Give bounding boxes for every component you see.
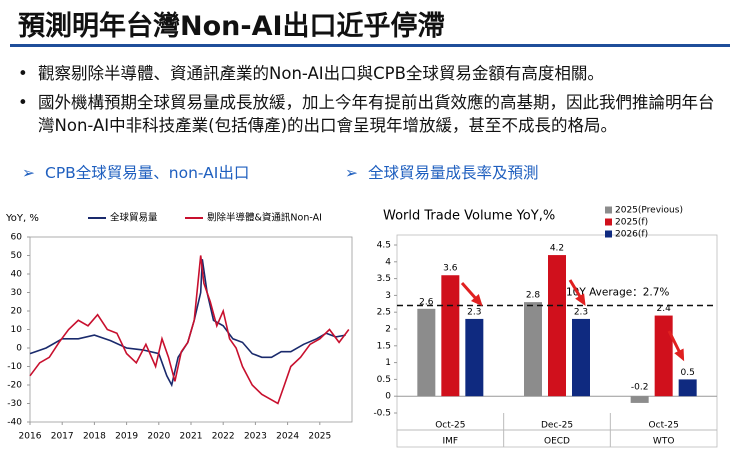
plot-frame xyxy=(396,234,718,448)
bar xyxy=(630,396,649,403)
y-tick-label: 3.5 xyxy=(377,274,391,284)
section-header: CPB全球貿易量、non-AI出口 xyxy=(22,161,249,183)
legend-label: 剔除半導體&資通訊Non-AI xyxy=(207,212,322,224)
x-tick-label: 2023 xyxy=(244,432,267,442)
y-tick-label: 2 xyxy=(385,325,391,335)
y-tick-label: 30 xyxy=(11,288,23,298)
y-tick-label: 1 xyxy=(385,358,391,368)
y-tick-label: 20 xyxy=(11,307,23,317)
y-tick-label: -20 xyxy=(7,381,22,391)
trend-arrow-head xyxy=(575,293,586,307)
legend-label: 2025(Previous) xyxy=(615,206,683,216)
y-tick-label: 1.5 xyxy=(377,341,391,351)
bar xyxy=(572,318,590,397)
y-tick-label: 50 xyxy=(11,251,23,261)
y-tick-label: 40 xyxy=(11,270,23,280)
x-tick-label: 2025 xyxy=(308,432,331,442)
y-tick-label: 60 xyxy=(11,233,23,243)
bar xyxy=(441,275,460,397)
x-group-label: IMF xyxy=(443,437,459,447)
x-group-label: OECD xyxy=(544,437,570,447)
x-tick-label: 2016 xyxy=(19,432,42,442)
bar xyxy=(465,318,484,397)
y-tick-label: -10 xyxy=(7,362,22,372)
series-line xyxy=(29,259,346,388)
data-label: 2.4 xyxy=(657,304,672,314)
legend-swatch xyxy=(605,206,612,214)
y-tick-label: -30 xyxy=(7,399,22,409)
legend-swatch xyxy=(605,218,612,226)
x-tick-label: 2020 xyxy=(147,432,170,442)
legend-swatch xyxy=(605,230,612,238)
section-header: 全球貿易量成長率及預測 xyxy=(345,161,539,183)
title: 預測明年台灣Non-AI出口近乎停滯 xyxy=(18,11,445,42)
bullet: 觀察剔除半導體、資通訊產業的Non-AI出口與CPB全球貿易金額有高度相關。 xyxy=(18,62,728,85)
x-tick-label: 2024 xyxy=(276,432,299,442)
x-tick-label: 2019 xyxy=(115,432,138,442)
x-tick-label: 2021 xyxy=(180,432,203,442)
chart-title: World Trade Volume YoY,% xyxy=(383,209,555,224)
y-tick-label: -40 xyxy=(7,418,22,428)
x-tick-label: Oct-25 xyxy=(649,421,679,431)
data-label: 4.2 xyxy=(550,244,564,254)
bar xyxy=(678,379,697,397)
data-label: 3.6 xyxy=(443,264,458,274)
bullet: 國外機構預期全球貿易量成長放緩，加上今年有提前出貨效應的高基期，因此我們推論明年… xyxy=(18,91,728,137)
y-tick-label: -0.5 xyxy=(373,409,391,419)
y-tick-label: 4.5 xyxy=(377,241,391,251)
bar xyxy=(417,308,436,397)
title-rule xyxy=(10,44,730,47)
reference-label: 10Y Average：2.7% xyxy=(566,286,669,298)
x-tick-label: 2022 xyxy=(212,432,235,442)
legend-label: 2026(f) xyxy=(615,230,648,240)
x-tick-label: Oct-25 xyxy=(435,421,465,431)
y-tick-label: 0 xyxy=(385,392,391,402)
y-tick-label: 0 xyxy=(16,344,22,354)
bar xyxy=(654,315,673,397)
y-tick-label: 4 xyxy=(385,257,391,267)
y-axis-label: YoY, % xyxy=(5,213,39,224)
data-label: -0.2 xyxy=(631,382,649,392)
series-line xyxy=(29,255,350,405)
y-tick-label: 2.5 xyxy=(377,308,391,318)
legend-label: 2025(f) xyxy=(615,218,648,228)
data-label: 0.5 xyxy=(681,368,695,378)
data-label: 2.6 xyxy=(419,297,434,307)
data-label: 2.3 xyxy=(467,307,481,317)
bar xyxy=(524,302,542,397)
x-tick-label: 2017 xyxy=(51,432,74,442)
y-tick-label: 10 xyxy=(11,325,23,335)
bar xyxy=(548,255,566,397)
data-label: 2.3 xyxy=(574,307,588,317)
data-label: 2.8 xyxy=(526,291,541,301)
x-tick-label: 2018 xyxy=(83,432,106,442)
y-tick-label: 0.5 xyxy=(377,375,391,385)
trend-arrow-head xyxy=(471,294,483,307)
y-tick-label: 3 xyxy=(385,291,391,301)
x-group-label: WTO xyxy=(653,437,674,447)
legend-label: 全球貿易量 xyxy=(110,212,158,224)
trend-arrow-head xyxy=(674,348,685,362)
x-tick-label: Dec-25 xyxy=(541,421,573,431)
